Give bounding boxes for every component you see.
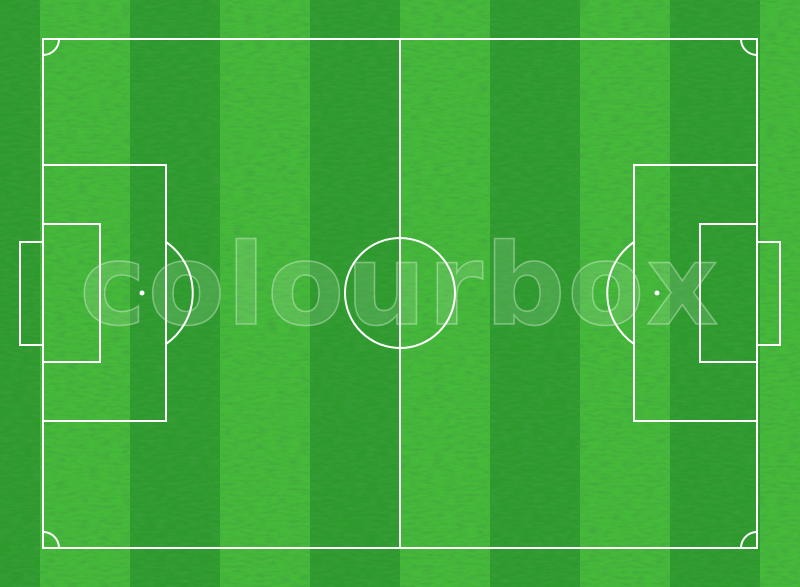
corner-arc — [740, 531, 758, 549]
field-lines — [19, 38, 781, 549]
penalty-spot — [139, 290, 145, 296]
penalty-arc — [165, 241, 194, 345]
center-circle — [344, 237, 456, 349]
corner-arc — [42, 531, 60, 549]
penalty-arc — [606, 241, 635, 345]
goal — [19, 241, 44, 346]
corner-arc — [740, 38, 758, 56]
corner-arc — [42, 38, 60, 56]
watermark: colourbox — [80, 221, 721, 351]
goal — [756, 241, 781, 346]
penalty-spot — [654, 290, 660, 296]
